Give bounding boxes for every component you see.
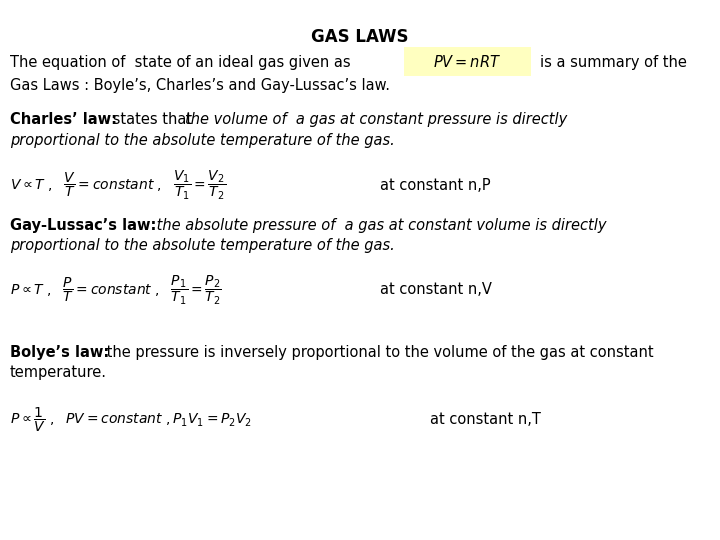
FancyBboxPatch shape — [403, 47, 531, 76]
Text: GAS LAWS: GAS LAWS — [311, 28, 409, 46]
Text: proportional to the absolute temperature of the gas.: proportional to the absolute temperature… — [10, 238, 395, 253]
Text: at constant n,V: at constant n,V — [380, 282, 492, 298]
Text: the volume of  a gas at constant pressure is directly: the volume of a gas at constant pressure… — [185, 112, 567, 127]
Text: Gay-Lussac’s law:: Gay-Lussac’s law: — [10, 218, 156, 233]
Text: $PV = nRT$: $PV = nRT$ — [433, 54, 501, 70]
Text: The equation of  state of an ideal gas given as: The equation of state of an ideal gas gi… — [10, 55, 351, 70]
Text: states that: states that — [108, 112, 197, 127]
Text: Bolye’s law:: Bolye’s law: — [10, 345, 109, 360]
Text: temperature.: temperature. — [10, 365, 107, 380]
Text: Gas Laws : Boyle’s, Charles’s and Gay-Lussac’s law.: Gas Laws : Boyle’s, Charles’s and Gay-Lu… — [10, 78, 390, 93]
Text: $P \propto T\ ,\ \ \dfrac{P}{T} = constant\ ,\ \ \dfrac{P_1}{T_1} = \dfrac{P_2}{: $P \propto T\ ,\ \ \dfrac{P}{T} = consta… — [10, 273, 222, 307]
Text: proportional to the absolute temperature of the gas.: proportional to the absolute temperature… — [10, 133, 395, 148]
Text: $P \propto \dfrac{1}{V}\ ,\ \ PV = constant\ , P_1 V_1 = P_2 V_2$: $P \propto \dfrac{1}{V}\ ,\ \ PV = const… — [10, 406, 252, 434]
Text: the absolute pressure of  a gas at constant volume is directly: the absolute pressure of a gas at consta… — [152, 218, 606, 233]
Text: at constant n,P: at constant n,P — [380, 178, 490, 192]
Text: is a summary of the: is a summary of the — [540, 55, 687, 70]
Text: the pressure is inversely proportional to the volume of the gas at constant: the pressure is inversely proportional t… — [102, 345, 654, 360]
Text: Charles’ law:: Charles’ law: — [10, 112, 117, 127]
Text: at constant n,T: at constant n,T — [430, 413, 541, 428]
Text: $V \propto T\ ,\ \ \dfrac{V}{T} = constant\ ,\ \ \dfrac{V_1}{T_1} = \dfrac{V_2}{: $V \propto T\ ,\ \ \dfrac{V}{T} = consta… — [10, 168, 226, 201]
